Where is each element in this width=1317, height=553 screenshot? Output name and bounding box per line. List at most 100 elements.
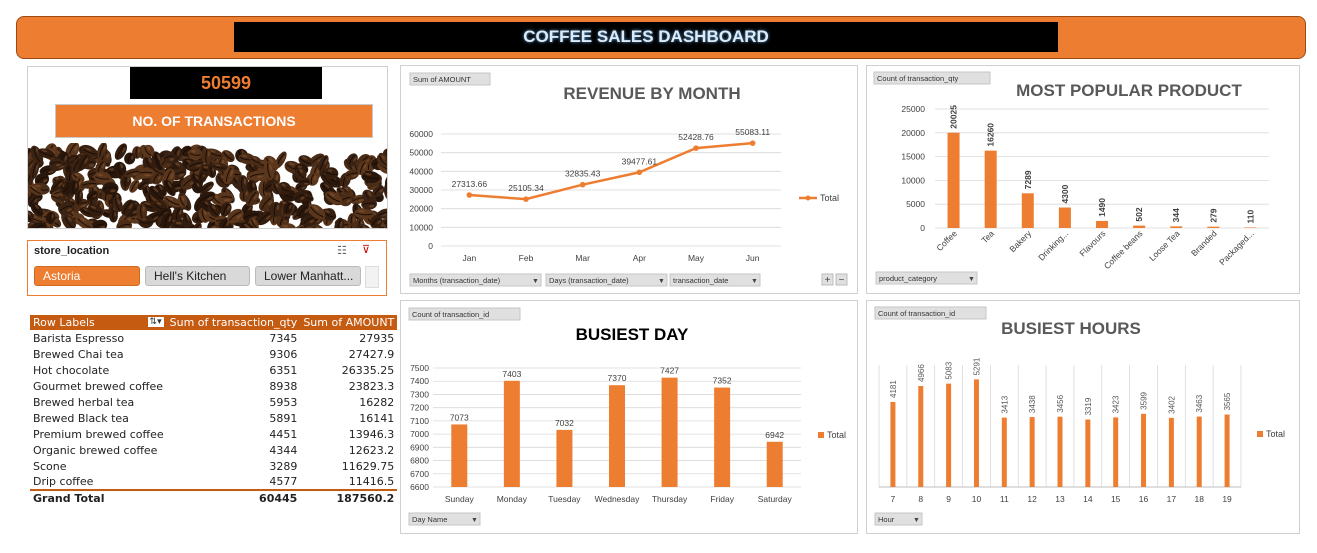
slicer-item-hells-kitchen[interactable]: Hell's Kitchen [145, 266, 250, 286]
expand-collapse-buttons[interactable]: + − [821, 273, 848, 286]
busiest-day-chart-panel: Count of transaction_id BUSIEST DAY 6600 67… [400, 300, 858, 534]
pivot-row[interactable]: Hot chocolate 6351 26335.25 [30, 362, 397, 378]
svg-text:Count of transaction_id: Count of transaction_id [878, 309, 955, 318]
field-chip-sum-amount: Sum of AMOUNT [409, 72, 491, 86]
pivot-row[interactable]: Brewed Chai tea 9306 27427.9 [30, 346, 397, 362]
x-tick-label: Flavours [1077, 228, 1107, 258]
x-tick-label: Monday [497, 494, 528, 504]
data-label: 3319 [1084, 397, 1093, 415]
pivot-row[interactable]: Barista Espresso 7345 27935 [30, 330, 397, 346]
field-chip-count-transactions: Count of transaction_id [874, 306, 987, 320]
data-label: 7032 [555, 418, 574, 428]
dropdown-arrow-icon[interactable]: ▼ [471, 517, 478, 524]
clear-filter-icon[interactable]: ⊽ [362, 244, 371, 256]
data-point [579, 181, 586, 188]
pivot-row[interactable]: Brewed Black tea 5891 16141 [30, 410, 397, 426]
pivot-row[interactable]: Brewed herbal tea 5953 16282 [30, 394, 397, 410]
expand-icon[interactable]: + [825, 275, 831, 286]
data-label: 3438 [1028, 395, 1037, 413]
bar [1168, 417, 1174, 487]
filter-day-name-chip[interactable]: Day Name ▼ [408, 512, 481, 526]
bar [1001, 417, 1007, 487]
dropdown-arrow-icon[interactable]: ▼ [658, 278, 665, 285]
pivot-qty-cell: 6351 [269, 363, 298, 377]
revenue-by-month-chart: Sum of AMOUNT REVENUE BY MONTH 0 10000 20000… [409, 72, 848, 287]
data-label: 3402 [1167, 395, 1176, 413]
x-tick-label: Packaged... [1217, 228, 1256, 267]
pivot-row[interactable]: Scone 3289 11629.75 [30, 458, 397, 474]
y-tick-label: 7300 [410, 389, 429, 399]
y-tick-label: 50000 [409, 148, 433, 158]
pivot-row-label: Brewed Chai tea [33, 347, 124, 361]
x-tick-label: Feb [519, 253, 534, 263]
pivot-row-label: Scone [33, 459, 67, 473]
multi-select-icon[interactable]: ☷ [337, 245, 347, 257]
filter-dropdown-icon[interactable]: ⇅▾ [147, 317, 164, 327]
bar [946, 383, 952, 487]
bar [1113, 417, 1119, 487]
x-tick-label: 19 [1222, 494, 1232, 504]
filter-product-category-chip[interactable]: product_category ▼ [875, 271, 978, 285]
slicer-title: store_location [34, 245, 110, 257]
dropdown-arrow-icon[interactable]: ▼ [532, 278, 539, 285]
x-tick-label: Coffee [934, 228, 959, 253]
pivot-qty-cell: 4451 [269, 427, 298, 441]
chart-title: BUSIEST HOURS [1001, 319, 1141, 338]
pivot-grand-total-row: Grand Total 60445 187560.2 [30, 489, 398, 506]
bar [1207, 226, 1220, 228]
bar [1029, 417, 1035, 487]
pivot-row[interactable]: Organic brewed coffee 4344 12623.2 [30, 442, 397, 458]
x-tick-label: Sunday [445, 494, 475, 504]
pivot-amount-cell: 26335.25 [341, 363, 395, 377]
collapse-icon[interactable]: − [839, 275, 845, 286]
y-tick-label: 7000 [410, 429, 429, 439]
x-tick-label: 15 [1111, 494, 1121, 504]
data-point [523, 196, 529, 202]
kpi-label: NO. OF TRANSACTIONS [55, 104, 373, 138]
dropdown-arrow-icon[interactable]: ▼ [913, 517, 920, 524]
pivot-amount-cell: 11416.5 [348, 475, 395, 488]
data-label: 5083 [945, 361, 954, 379]
chart-title: BUSIEST DAY [576, 325, 689, 344]
field-chip-count-transactions: Count of transaction_id [408, 307, 521, 321]
y-tick-label: 0 [920, 223, 925, 233]
busiest-day-chart: Count of transaction_id BUSIEST DAY 6600 67… [408, 307, 846, 526]
x-tick-label: Apr [633, 253, 646, 263]
pivot-row-label: Brewed herbal tea [33, 395, 135, 409]
y-tick-label: 5000 [906, 199, 925, 209]
slicer-item-lower-manhattan[interactable]: Lower Manhatt... [255, 266, 361, 286]
pivot-table: Row Labels ⇅▾ Sum of transaction_qty Sum … [30, 315, 398, 506]
data-label: 27313.66 [452, 179, 488, 189]
pivot-row[interactable]: Gourmet brewed coffee 8938 23823.3 [30, 378, 397, 394]
y-tick-label: 7400 [410, 376, 429, 386]
data-label: 52428.76 [678, 132, 714, 142]
dropdown-arrow-icon[interactable]: ▼ [968, 276, 975, 283]
data-label: 3599 [1140, 391, 1149, 409]
slicer-item-astoria[interactable]: Astoria [34, 266, 140, 286]
legend-entry: Total [818, 430, 846, 440]
filter-months-chip[interactable]: Months (transaction_date) ▼ [409, 273, 542, 287]
x-tick-label: 13 [1055, 494, 1065, 504]
filter-hour-chip[interactable]: Hour ▼ [874, 512, 923, 526]
pivot-col-row-labels[interactable]: Row Labels ⇅▾ [30, 315, 167, 330]
data-label: 7352 [713, 376, 732, 386]
dropdown-arrow-icon[interactable]: ▼ [751, 278, 758, 285]
x-tick-label: May [688, 253, 705, 263]
bar [766, 441, 783, 487]
data-label: 7370 [608, 373, 627, 383]
x-tick-label: 7 [891, 494, 896, 504]
slicer-scrollbar[interactable] [365, 266, 379, 288]
filter-transaction-date-chip[interactable]: transaction_date ▼ [669, 273, 761, 287]
pivot-row[interactable]: Drip coffee 4577 11416.5 [30, 474, 397, 490]
bar [1058, 207, 1071, 228]
bar [661, 377, 678, 487]
pivot-col-amount: Sum of AMOUNT [300, 315, 398, 330]
y-tick-label: 20000 [901, 128, 925, 138]
filter-days-chip[interactable]: Days (transaction_date) ▼ [545, 273, 668, 287]
bar [1244, 227, 1257, 228]
x-tick-label: 17 [1167, 494, 1177, 504]
y-tick-label: 15000 [901, 152, 925, 162]
svg-text:Total: Total [820, 193, 839, 203]
coffee-beans-image [28, 143, 387, 228]
pivot-row[interactable]: Premium brewed coffee 4451 13946.3 [30, 426, 397, 442]
